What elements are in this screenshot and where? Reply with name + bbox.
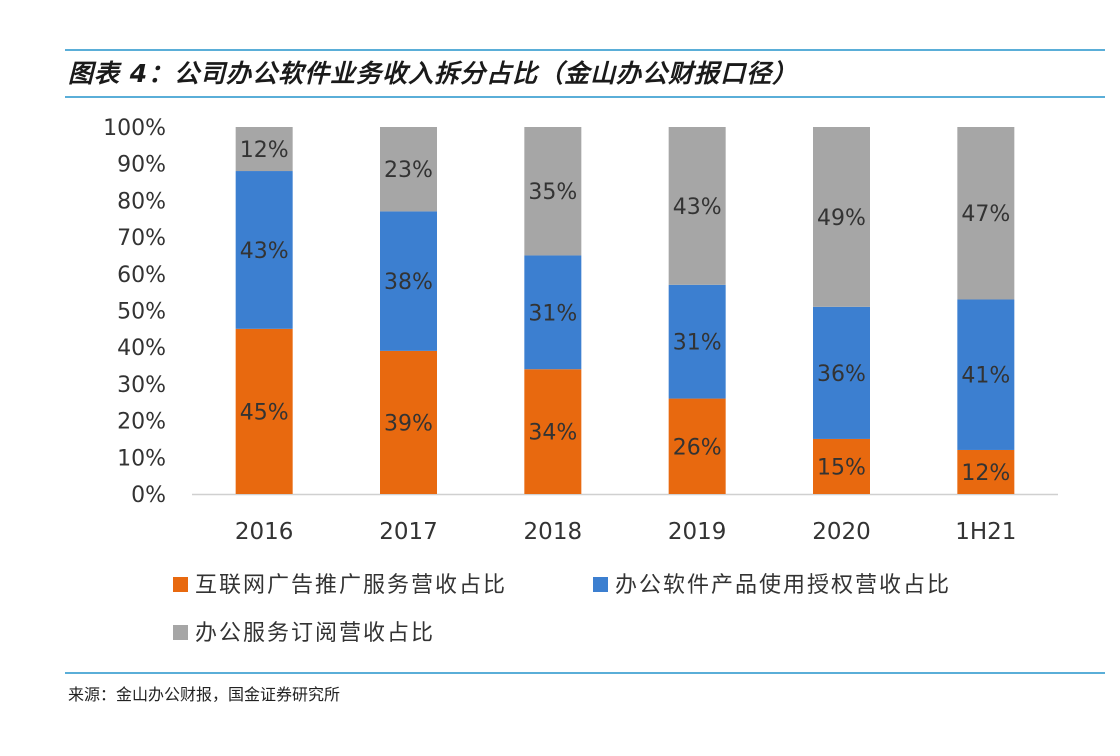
data-label: 31% — [528, 301, 577, 326]
bars: 45% 43% 12% 39% 38% 23% 34% 31% 35% 26% 31% 43% 15% 3… — [235, 127, 1015, 494]
legend-swatch — [593, 577, 608, 592]
bar-segment — [380, 127, 437, 212]
y-tick-label: 0% — [131, 483, 166, 508]
bar-segment — [813, 127, 870, 307]
x-category-label: 2020 — [812, 519, 871, 545]
title-rule — [65, 96, 1105, 98]
bar-segment — [957, 299, 1015, 450]
bar-segment — [380, 211, 437, 351]
legend-label: 办公服务订阅营收占比 — [195, 621, 435, 646]
legend-swatch — [173, 577, 188, 592]
bar-segment — [235, 328, 293, 494]
data-label: 34% — [528, 421, 577, 446]
figure-title: 图表 4：公司办公软件业务收入拆分占比（金山办公财报口径） — [68, 59, 799, 88]
bar-segment — [380, 350, 437, 494]
legend-label: 互联网广告推广服务营收占比 — [195, 573, 507, 598]
y-axis: 0% 10% 20% 30% 40% 50% 60% 70% 80% 90% 100% — [103, 116, 166, 508]
data-label: 45% — [240, 400, 289, 425]
bar-segment — [668, 284, 726, 399]
y-tick-label: 90% — [117, 153, 166, 178]
data-label: 26% — [673, 435, 722, 460]
bar-segment — [668, 127, 726, 285]
y-tick-label: 80% — [117, 189, 166, 214]
y-tick-label: 50% — [117, 300, 166, 325]
bar-segment — [813, 438, 870, 494]
y-tick-label: 100% — [103, 116, 166, 141]
data-label: 39% — [384, 411, 433, 436]
data-label: 15% — [817, 455, 866, 480]
top-rule — [65, 49, 1105, 51]
bottom-rule — [65, 672, 1105, 674]
y-tick-label: 20% — [117, 410, 166, 435]
y-tick-label: 10% — [117, 446, 166, 471]
data-label: 31% — [673, 331, 722, 356]
data-label: 38% — [384, 270, 433, 295]
stacked-bar-chart: 0%10%20%30%40%50%60%70%80%90%100% 2016 20… — [103, 116, 1058, 646]
data-label: 47% — [961, 202, 1010, 227]
y-tick-label: 30% — [117, 373, 166, 398]
data-label: 36% — [817, 362, 866, 387]
data-label: 35% — [528, 180, 577, 205]
bar-segment — [668, 398, 726, 494]
legend-label: 办公软件产品使用授权营收占比 — [615, 573, 951, 598]
data-label: 43% — [240, 239, 289, 264]
x-category-label: 2018 — [524, 519, 583, 545]
bar-segment — [957, 449, 1015, 494]
x-category-label: 2017 — [379, 519, 438, 545]
source-note: 来源：金山办公财报，国金证券研究所 — [68, 685, 341, 704]
bar-segment — [524, 369, 582, 494]
data-label: 41% — [961, 364, 1010, 389]
bar-segment — [524, 255, 582, 370]
bar-segment — [524, 127, 582, 256]
data-label: 23% — [384, 158, 433, 183]
x-axis: 2016 2017 2018 2019 2020 1H21 — [192, 493, 1058, 545]
bar-segment — [813, 306, 870, 439]
bar-segment — [957, 127, 1015, 300]
x-category-label: 1H21 — [955, 519, 1016, 545]
y-tick-label: 70% — [117, 226, 166, 251]
bar-segment — [235, 127, 293, 172]
y-tick-label: 40% — [117, 336, 166, 361]
data-label: 12% — [240, 138, 289, 163]
data-label: 49% — [817, 206, 866, 231]
legend-swatch — [173, 625, 188, 640]
data-label: 12% — [961, 461, 1010, 486]
x-category-label: 2019 — [668, 519, 727, 545]
data-label: 43% — [673, 195, 722, 220]
x-category-label: 2016 — [235, 519, 294, 545]
y-tick-label: 60% — [117, 263, 166, 288]
bar-segment — [235, 171, 293, 329]
